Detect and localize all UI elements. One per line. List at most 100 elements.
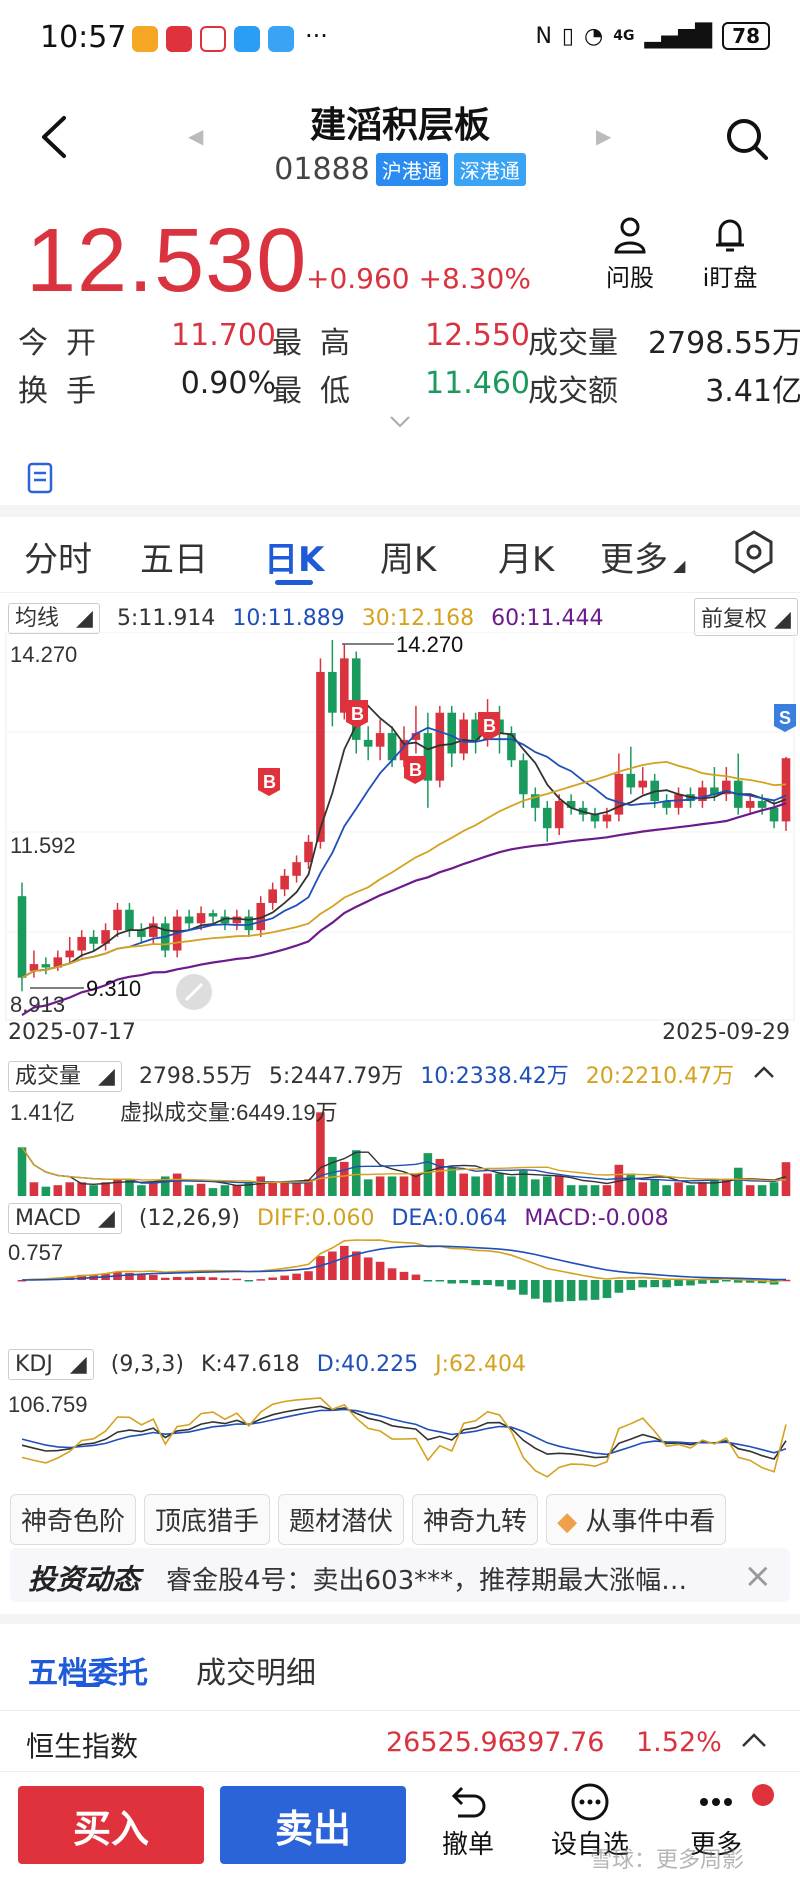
buy-marker-label: B — [351, 704, 364, 724]
kdj-chart: 106.759 — [8, 1392, 787, 1478]
tab-more[interactable]: 更多 ◢ — [600, 532, 685, 581]
volume-bar — [519, 1170, 528, 1196]
weibo-icon — [200, 26, 226, 52]
index-row[interactable]: 恒生指数 26525.96 397.76 1.52% — [0, 1710, 800, 1772]
macd-bar — [733, 1280, 743, 1283]
candle-body — [745, 801, 755, 808]
adjust-selector[interactable]: 前复权 ◢ — [694, 598, 798, 636]
candle-body — [316, 671, 325, 842]
volume-ma5: 5:2447.79万 — [268, 1064, 404, 1089]
kdj-selector[interactable]: KDJ ◢ — [8, 1349, 94, 1380]
tab-weekly-k[interactable]: 周K — [380, 540, 437, 580]
feature-event-view-label: 从事件中看 — [585, 1507, 716, 1537]
ma-selector[interactable]: 均线 ◢ — [8, 603, 100, 634]
back-icon[interactable] — [36, 112, 76, 162]
volume-bar — [89, 1185, 98, 1196]
macd-selector-label: MACD — [15, 1206, 81, 1231]
feature-top-bottom-hunter[interactable]: 顶底猎手 — [144, 1494, 271, 1545]
volume-selector[interactable]: 成交量 ◢ — [8, 1061, 122, 1092]
macd-bar — [423, 1280, 433, 1282]
current-price: 12.530 — [26, 211, 308, 311]
kdj-selector-label: KDJ — [15, 1352, 53, 1377]
macd-bar — [519, 1280, 528, 1295]
buy-marker[interactable]: B — [404, 756, 426, 784]
sell-button[interactable]: 卖出 — [220, 1786, 406, 1864]
macd-bar — [196, 1276, 206, 1280]
buy-marker[interactable]: B — [346, 700, 368, 728]
chevron-up-icon[interactable] — [740, 1731, 768, 1749]
more-button[interactable]: 更多 — [666, 1782, 766, 1861]
diamond-icon: ◆ — [557, 1507, 578, 1537]
buy-marker[interactable]: B — [258, 768, 280, 796]
order-tabs: 五档委托 成交明细 — [0, 1620, 800, 1710]
stock-name: 建滔积层板 — [309, 105, 490, 146]
candle-body — [351, 658, 361, 740]
volume-bar — [483, 1173, 492, 1196]
macd-bar — [208, 1277, 218, 1280]
volume-bar — [781, 1162, 791, 1196]
cancel-order-button[interactable]: 撤单 — [418, 1782, 518, 1861]
buy-button[interactable]: 买入 — [18, 1786, 204, 1864]
volume-selector-label: 成交量 — [15, 1064, 82, 1089]
add-watchlist-label: 设自选 — [550, 1830, 629, 1860]
candle-body — [77, 936, 86, 951]
macd-bar — [172, 1276, 182, 1280]
ma30-value: 30:12.168 — [361, 606, 475, 631]
candle-body — [662, 801, 671, 808]
macd-bar — [328, 1251, 337, 1280]
buy-marker[interactable]: B — [478, 712, 500, 740]
hexagon-settings-icon[interactable] — [730, 528, 778, 576]
ma60-value: 60:11.444 — [491, 606, 604, 631]
macd-bar — [184, 1277, 194, 1280]
draw-tool-icon[interactable] — [176, 974, 212, 1010]
tab-monthly-k[interactable]: 月K — [498, 540, 555, 580]
kline-chart[interactable]: 14.270 11.592 8.913 14.270 9.310 B B B B… — [0, 632, 800, 1022]
candle-body — [722, 780, 731, 795]
high-label: 14.270 — [396, 632, 463, 657]
tab-intraday[interactable]: 分时 — [24, 540, 92, 580]
volume-bar — [447, 1167, 457, 1196]
ask-stock-button[interactable]: 问股 — [585, 216, 675, 293]
wifi-icon: ◔ — [584, 23, 604, 49]
sell-marker[interactable]: S — [774, 704, 796, 732]
battery-icon: 78 — [722, 22, 770, 50]
tab-trade-details[interactable]: 成交明细 — [196, 1656, 316, 1691]
chevron-up-icon[interactable] — [752, 1064, 776, 1080]
candle-body — [65, 950, 75, 958]
feature-event-view[interactable]: ◆ 从事件中看 — [546, 1494, 727, 1545]
feature-nine-turns[interactable]: 神奇九转 — [412, 1494, 539, 1545]
prev-stock-icon[interactable]: ◀ — [188, 124, 204, 148]
volume-bar — [387, 1176, 397, 1196]
candle-body — [41, 964, 51, 968]
kdj-d: D:40.225 — [316, 1352, 419, 1377]
next-stock-icon[interactable]: ▶ — [596, 124, 612, 148]
volume-bar — [411, 1173, 421, 1196]
news-bar[interactable]: 投资动态 睿金股4号：卖出603***，推荐期最大涨幅… × — [10, 1548, 790, 1602]
volume-bar — [220, 1185, 230, 1196]
volume-bar — [698, 1182, 707, 1196]
watch-label: i盯盘 — [702, 264, 758, 292]
feature-theme-ambush[interactable]: 题材潜伏 — [278, 1494, 405, 1545]
volume-bar — [340, 1161, 349, 1196]
macd-bar — [566, 1280, 576, 1302]
watch-button[interactable]: i盯盘 — [685, 216, 775, 293]
y-tick-bottom: 8.913 — [10, 992, 65, 1017]
note-icon[interactable] — [26, 462, 54, 494]
feature-color-scale[interactable]: 神奇色阶 — [10, 1494, 137, 1545]
tab-more-label: 更多 — [600, 540, 668, 580]
chevron-down-icon[interactable] — [388, 414, 412, 430]
macd-selector[interactable]: MACD ◢ — [8, 1203, 122, 1234]
tab-daily-k[interactable]: 日K — [264, 540, 325, 580]
search-icon[interactable] — [722, 114, 772, 164]
candle-body — [125, 909, 134, 931]
volume-bar — [149, 1182, 158, 1196]
volume-bar — [363, 1179, 373, 1196]
divider — [0, 1614, 800, 1624]
y-tick-mid: 11.592 — [10, 833, 76, 858]
close-icon[interactable]: × — [743, 1556, 773, 1596]
candle-body — [387, 733, 397, 761]
turnover-value: 0.90% — [180, 366, 276, 401]
tab-five-day[interactable]: 五日 — [140, 540, 208, 580]
add-watchlist-button[interactable]: 设自选 — [540, 1782, 640, 1861]
candle-body — [698, 787, 707, 802]
